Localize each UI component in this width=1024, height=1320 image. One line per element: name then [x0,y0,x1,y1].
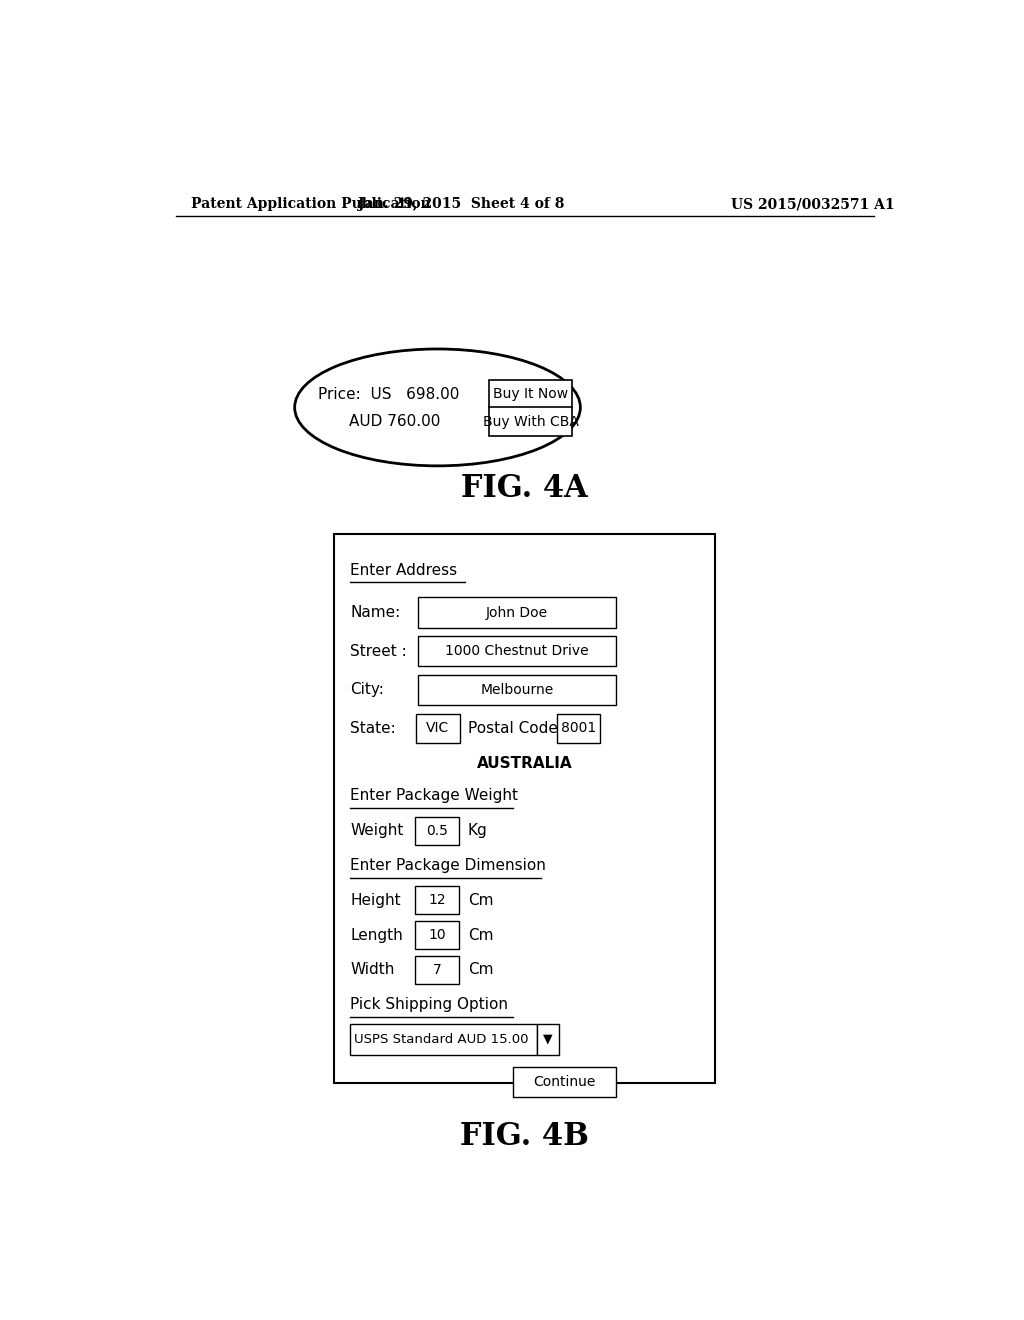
Text: Postal Code: Postal Code [468,721,557,735]
Text: FIG. 4A: FIG. 4A [462,474,588,504]
Text: Height: Height [350,892,400,908]
FancyBboxPatch shape [513,1067,616,1097]
Text: AUD 760.00: AUD 760.00 [348,414,440,429]
Text: City:: City: [350,682,384,697]
FancyBboxPatch shape [416,886,459,915]
Text: ▼: ▼ [543,1032,553,1045]
Text: 1000 Chestnut Drive: 1000 Chestnut Drive [445,644,589,659]
Text: Melbourne: Melbourne [480,682,554,697]
Text: Buy With CBA: Buy With CBA [482,414,579,429]
FancyBboxPatch shape [557,714,600,743]
FancyBboxPatch shape [334,535,715,1084]
Text: FIG. 4B: FIG. 4B [461,1121,589,1151]
Text: Street :: Street : [350,644,407,659]
Text: USPS Standard AUD 15.00: USPS Standard AUD 15.00 [354,1032,528,1045]
Text: 7: 7 [433,962,441,977]
Text: US 2015/0032571 A1: US 2015/0032571 A1 [731,197,895,211]
Text: Width: Width [350,962,394,977]
Text: Pick Shipping Option: Pick Shipping Option [350,997,508,1012]
FancyBboxPatch shape [416,714,460,743]
Text: Name:: Name: [350,605,400,620]
Text: 10: 10 [428,928,445,942]
FancyBboxPatch shape [489,408,572,436]
Text: Buy It Now: Buy It Now [494,387,568,401]
Text: Kg: Kg [468,824,487,838]
Text: Enter Package Weight: Enter Package Weight [350,788,518,804]
Text: 12: 12 [428,894,445,907]
Text: 8001: 8001 [561,722,596,735]
Text: Price:  US   698.00: Price: US 698.00 [318,387,460,401]
FancyBboxPatch shape [350,1024,537,1055]
FancyBboxPatch shape [537,1024,559,1055]
Text: Length: Length [350,928,403,942]
Text: John Doe: John Doe [485,606,548,619]
Text: Jan. 29, 2015  Sheet 4 of 8: Jan. 29, 2015 Sheet 4 of 8 [358,197,564,211]
Text: Patent Application Publication: Patent Application Publication [191,197,431,211]
Text: Continue: Continue [534,1074,596,1089]
Text: Cm: Cm [468,892,494,908]
FancyBboxPatch shape [416,956,459,983]
Text: Cm: Cm [468,962,494,977]
FancyBboxPatch shape [489,380,572,408]
FancyBboxPatch shape [418,597,616,628]
FancyBboxPatch shape [418,675,616,705]
Text: VIC: VIC [426,722,450,735]
Text: Enter Package Dimension: Enter Package Dimension [350,858,546,873]
Ellipse shape [295,348,581,466]
Text: Weight: Weight [350,824,403,838]
FancyBboxPatch shape [416,921,459,949]
Text: 0.5: 0.5 [426,824,449,838]
FancyBboxPatch shape [418,636,616,667]
FancyBboxPatch shape [416,817,459,845]
Text: Cm: Cm [468,928,494,942]
Text: Enter Address: Enter Address [350,562,458,578]
Text: AUSTRALIA: AUSTRALIA [477,755,572,771]
Text: State:: State: [350,721,396,735]
